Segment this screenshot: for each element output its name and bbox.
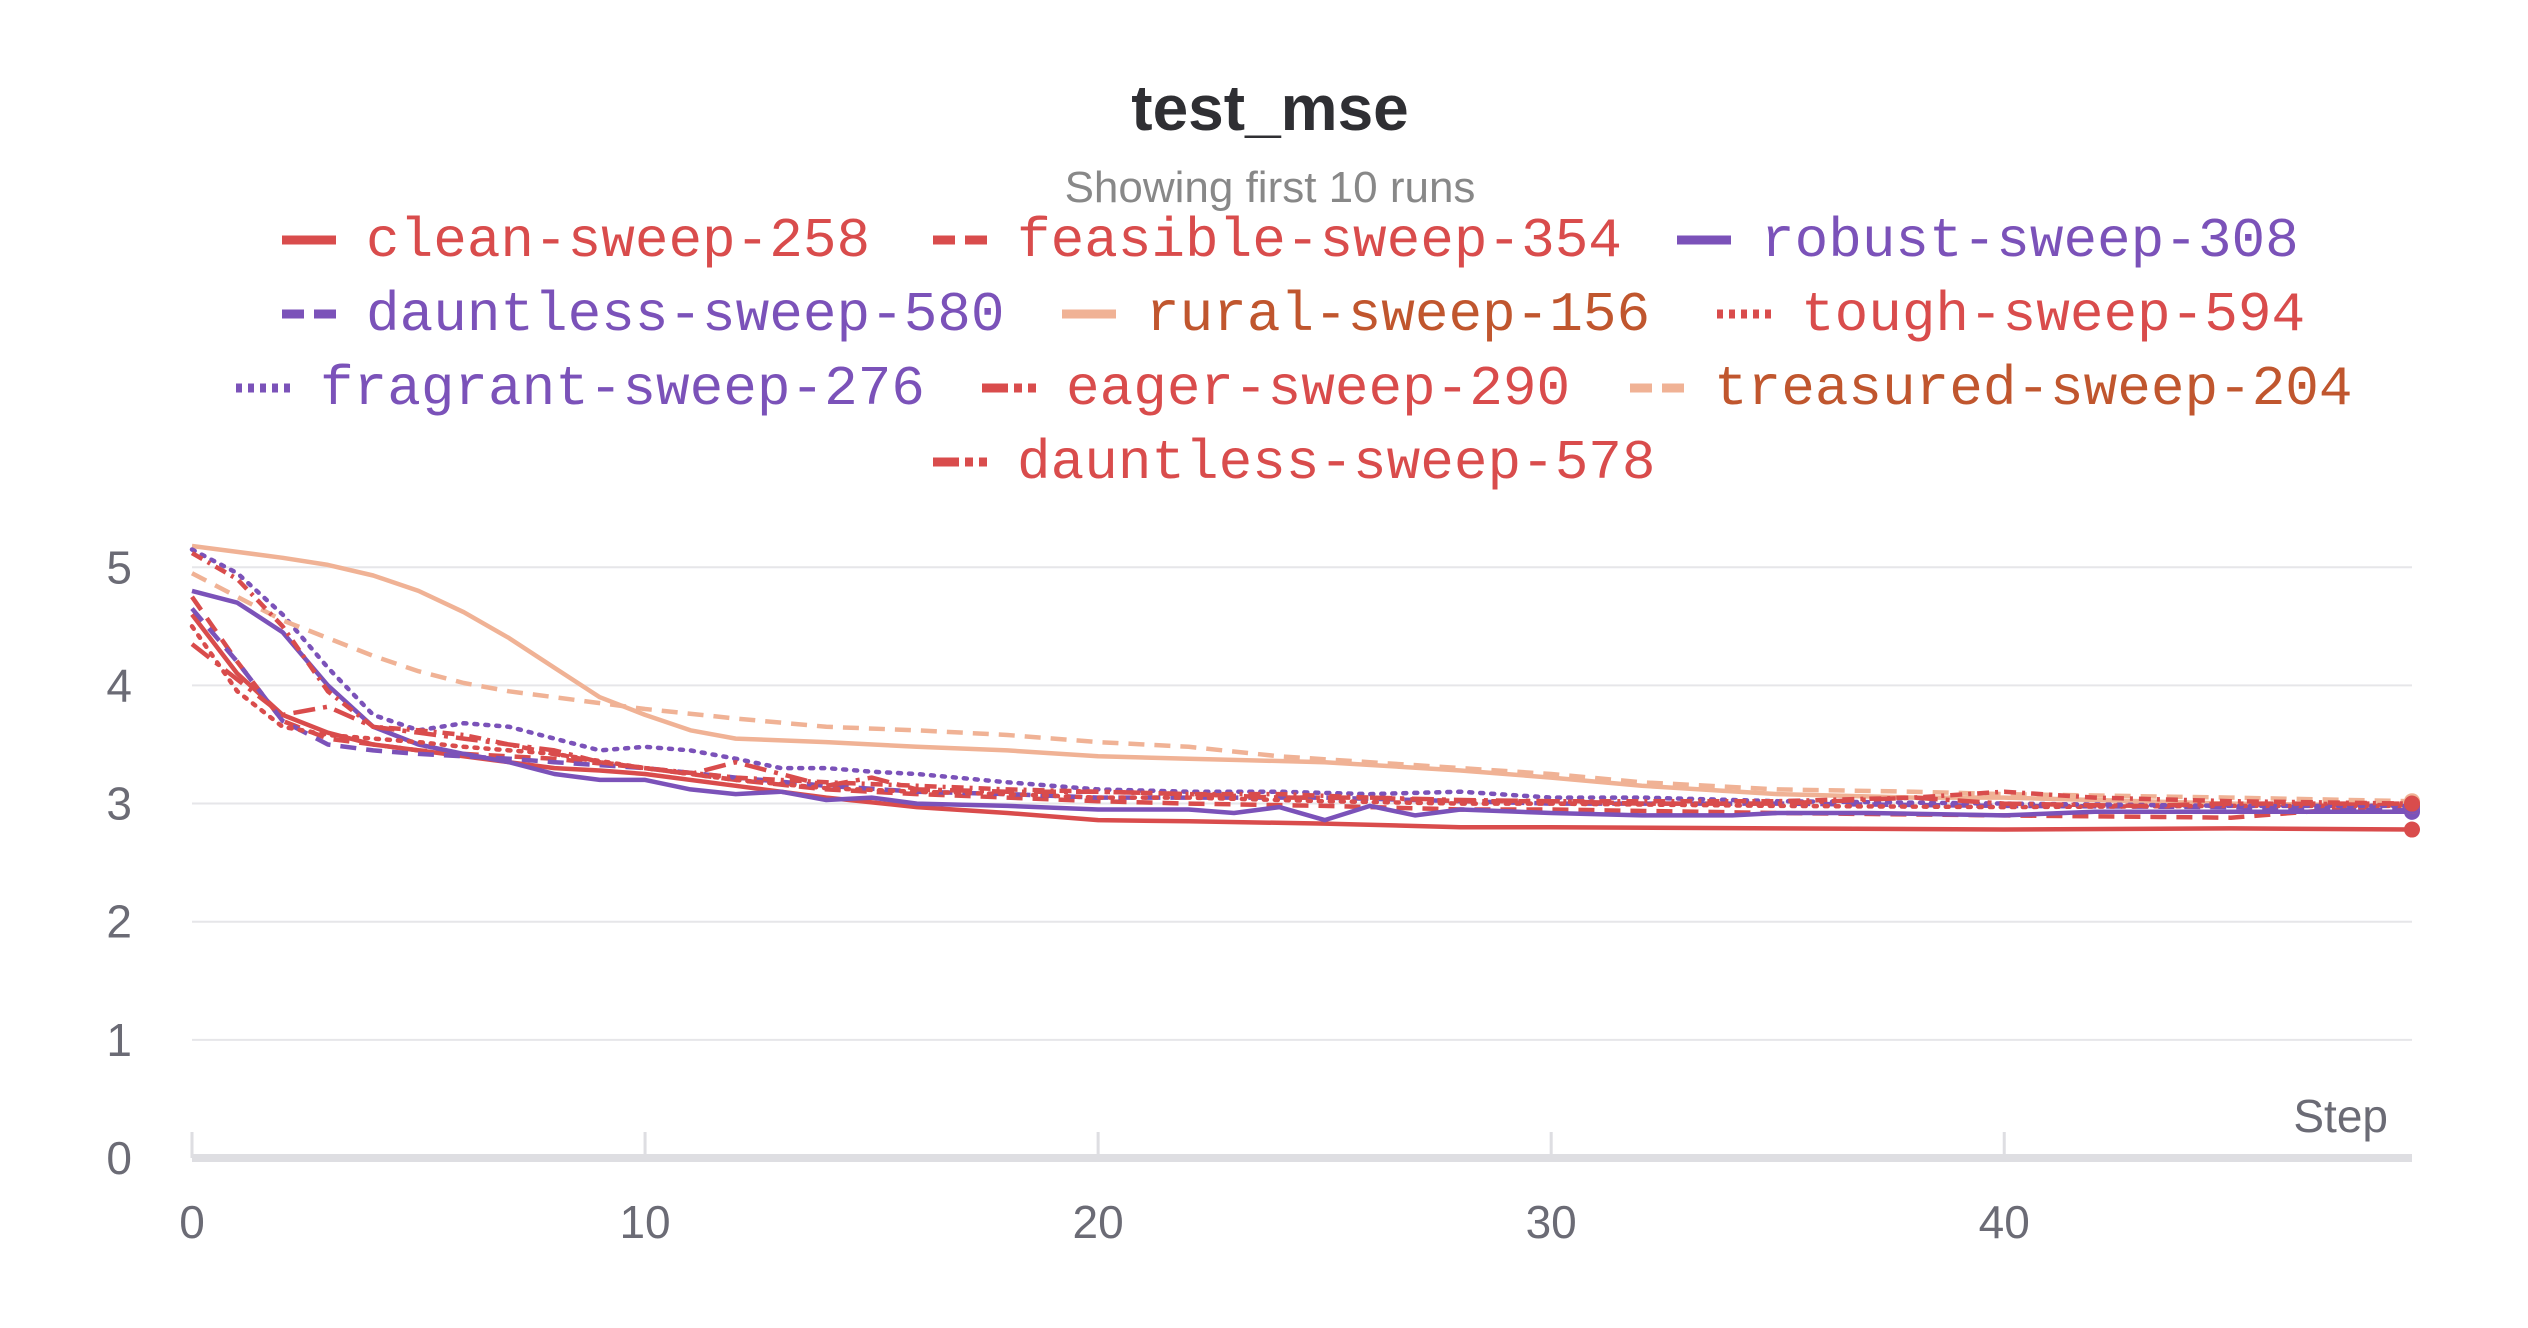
series-line-dauntless-sweep-578 — [190, 551, 2413, 806]
legend-label: dauntless-sweep-580 — [366, 283, 1005, 347]
legend-item[interactable]: clean-sweep-258 — [282, 209, 870, 273]
x-axis-label: Step — [2293, 1090, 2388, 1142]
legend-item[interactable]: fragrant-sweep-276 — [236, 357, 925, 421]
series-line-feasible-sweep-354 — [190, 595, 2413, 820]
x-tick-label: 40 — [1979, 1196, 2030, 1248]
legend-label: feasible-sweep-354 — [1017, 209, 1622, 273]
x-tick-label: 0 — [179, 1196, 205, 1248]
legend-label: fragrant-sweep-276 — [320, 357, 925, 421]
legend-item[interactable]: tough-sweep-594 — [1717, 283, 2305, 347]
chart-title: test_mse — [1131, 72, 1409, 144]
legend-label: clean-sweep-258 — [366, 209, 870, 273]
x-tick-label: 20 — [1073, 1196, 1124, 1248]
legend-item[interactable]: feasible-sweep-354 — [933, 209, 1622, 273]
series-line-dauntless-sweep-580 — [190, 607, 2413, 812]
y-tick-label: 1 — [106, 1014, 132, 1066]
y-tick-label: 4 — [106, 659, 132, 711]
axes: 0 1 2 3 4 5 0 10 20 30 40 — [106, 541, 2412, 1248]
series-end-point — [2404, 821, 2420, 838]
legend-item[interactable]: rural-sweep-156 — [1062, 283, 1650, 347]
legend: clean-sweep-258 feasible-sweep-354 robust-… — [236, 209, 2353, 495]
series-end-point — [2404, 795, 2420, 812]
legend-label: robust-sweep-308 — [1761, 209, 2299, 273]
y-tick-label: 0 — [106, 1132, 132, 1184]
x-tick-label: 10 — [619, 1196, 670, 1248]
series-line-treasured-sweep-204 — [190, 571, 2413, 804]
legend-item[interactable]: dauntless-sweep-580 — [282, 283, 1005, 347]
legend-item[interactable]: eager-sweep-290 — [982, 357, 1570, 421]
x-tick-label: 30 — [1526, 1196, 1577, 1248]
series-line-tough-sweep-594 — [189, 624, 2415, 810]
series-line-robust-sweep-308 — [191, 588, 2412, 823]
legend-label: dauntless-sweep-578 — [1017, 431, 1656, 495]
legend-item[interactable]: dauntless-sweep-578 — [933, 431, 1656, 495]
series-line-eager-sweep-290 — [190, 642, 2412, 809]
y-tick-label: 5 — [106, 541, 132, 593]
series-line-rural-sweep-156 — [191, 543, 2413, 809]
legend-item[interactable]: treasured-sweep-204 — [1630, 357, 2353, 421]
chart-subtitle: Showing first 10 runs — [1065, 163, 1476, 212]
series-line-fragrant-sweep-276 — [189, 547, 2415, 809]
y-tick-label: 2 — [106, 896, 132, 948]
legend-label: treasured-sweep-204 — [1714, 357, 2353, 421]
y-tick-label: 3 — [106, 778, 132, 830]
legend-label: eager-sweep-290 — [1066, 357, 1570, 421]
legend-label: rural-sweep-156 — [1146, 283, 1650, 347]
legend-item[interactable]: robust-sweep-308 — [1677, 209, 2299, 273]
legend-label: tough-sweep-594 — [1801, 283, 2305, 347]
series-layer — [189, 543, 2420, 838]
